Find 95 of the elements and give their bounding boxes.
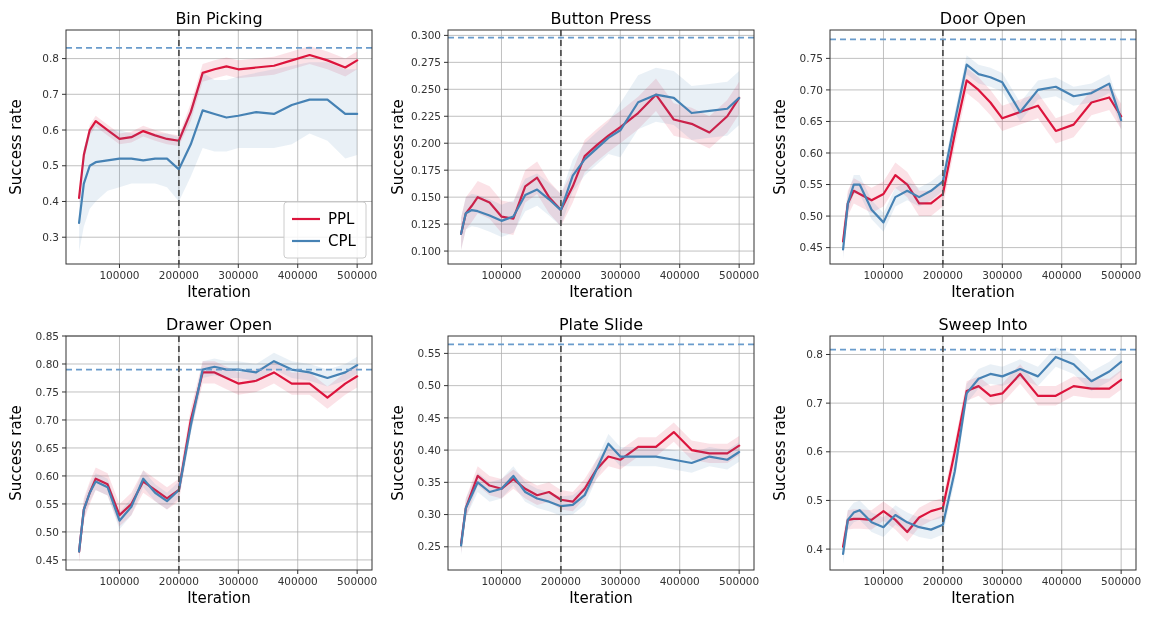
- chart-title: Plate Slide: [558, 315, 644, 334]
- x-tick-label: 400000: [277, 269, 318, 281]
- y-tick-label: 0.275: [410, 56, 441, 69]
- y-tick-label: 0.6: [42, 123, 60, 136]
- y-tick-label: 0.225: [410, 109, 441, 122]
- y-tick-label: 0.175: [410, 163, 441, 176]
- y-axis-title: Success rate: [771, 99, 789, 195]
- x-tick-label: 300000: [218, 269, 259, 281]
- legend-label: CPL: [328, 232, 357, 251]
- chart-title: Bin Picking: [175, 9, 263, 28]
- x-tick-label: 300000: [982, 575, 1023, 587]
- y-tick-label: 0.60: [35, 469, 59, 482]
- y-tick-label: 0.45: [417, 411, 441, 424]
- y-tick-label: 0.50: [799, 209, 823, 222]
- y-tick-label: 0.5: [42, 159, 59, 172]
- x-tick-label: 200000: [922, 575, 963, 587]
- y-tick-label: 0.5: [806, 494, 823, 507]
- chart-title: Sweep Into: [938, 315, 1028, 334]
- y-tick-label: 0.30: [417, 508, 441, 521]
- y-tick-label: 0.7: [42, 87, 59, 100]
- y-tick-label: 0.7: [806, 396, 823, 409]
- x-axis-title: Iteration: [951, 283, 1015, 301]
- x-tick-label: 100000: [99, 269, 140, 281]
- x-tick-label: 500000: [1101, 575, 1142, 587]
- x-tick-label: 100000: [99, 575, 140, 587]
- y-tick-label: 0.70: [35, 413, 59, 426]
- y-tick-label: 0.40: [417, 443, 441, 456]
- y-tick-label: 0.8: [806, 348, 823, 361]
- x-tick-label: 500000: [337, 575, 378, 587]
- y-tick-label: 0.55: [417, 347, 441, 360]
- y-tick-label: 0.70: [799, 83, 823, 96]
- y-axis-title: Success rate: [389, 99, 407, 195]
- y-tick-label: 0.100: [410, 244, 441, 257]
- x-axis-title: Iteration: [569, 589, 633, 607]
- chart-title: Button Press: [550, 9, 652, 28]
- y-axis-title: Success rate: [7, 99, 25, 195]
- x-axis-title: Iteration: [187, 589, 251, 607]
- x-tick-label: 400000: [1041, 575, 1082, 587]
- x-tick-label: 100000: [481, 575, 522, 587]
- x-tick-label: 400000: [659, 575, 700, 587]
- y-tick-label: 0.50: [35, 525, 59, 538]
- x-tick-label: 100000: [863, 575, 904, 587]
- y-tick-label: 0.300: [410, 29, 441, 42]
- y-tick-label: 0.75: [799, 52, 823, 65]
- x-tick-label: 500000: [719, 575, 760, 587]
- x-tick-label: 400000: [1041, 269, 1082, 281]
- y-tick-label: 0.25: [417, 540, 441, 553]
- chart-title: Drawer Open: [165, 315, 273, 334]
- y-tick-label: 0.200: [410, 136, 441, 149]
- x-tick-label: 300000: [600, 575, 641, 587]
- x-tick-label: 200000: [158, 575, 199, 587]
- y-tick-label: 0.55: [35, 497, 59, 510]
- y-tick-label: 0.45: [799, 241, 823, 254]
- x-tick-label: 400000: [659, 269, 700, 281]
- y-tick-label: 0.250: [410, 82, 441, 95]
- x-tick-label: 500000: [719, 269, 760, 281]
- line-series: [77, 98, 359, 225]
- line-series: [459, 93, 741, 235]
- y-tick-label: 0.85: [35, 329, 59, 342]
- x-tick-label: 300000: [218, 575, 259, 587]
- x-tick-label: 200000: [540, 269, 581, 281]
- y-axis-title: Success rate: [771, 405, 789, 501]
- y-tick-label: 0.80: [35, 357, 59, 370]
- chart-title: Door Open: [939, 9, 1027, 28]
- legend-label: PPL: [328, 210, 356, 229]
- y-tick-label: 0.4: [806, 542, 824, 555]
- x-tick-label: 200000: [922, 269, 963, 281]
- x-tick-label: 200000: [540, 575, 581, 587]
- y-tick-label: 0.75: [35, 385, 59, 398]
- y-tick-label: 0.50: [417, 379, 441, 392]
- x-tick-label: 400000: [277, 575, 318, 587]
- y-tick-label: 0.6: [806, 445, 824, 458]
- y-tick-label: 0.3: [42, 230, 59, 243]
- y-tick-label: 0.125: [410, 217, 441, 230]
- y-tick-label: 0.45: [35, 553, 59, 566]
- y-tick-label: 0.150: [410, 190, 441, 203]
- y-tick-label: 0.60: [799, 146, 823, 159]
- y-tick-label: 0.35: [417, 476, 441, 489]
- x-axis-title: Iteration: [951, 589, 1015, 607]
- y-tick-label: 0.65: [799, 115, 823, 128]
- y-tick-label: 0.55: [799, 178, 823, 191]
- y-tick-label: 0.4: [42, 195, 60, 208]
- x-tick-label: 200000: [158, 269, 199, 281]
- y-axis-title: Success rate: [7, 405, 25, 501]
- x-tick-label: 300000: [982, 269, 1023, 281]
- x-tick-label: 300000: [600, 269, 641, 281]
- x-axis-title: Iteration: [569, 283, 633, 301]
- x-tick-label: 500000: [1101, 269, 1142, 281]
- x-tick-label: 100000: [481, 269, 522, 281]
- x-tick-label: 100000: [863, 269, 904, 281]
- y-axis-title: Success rate: [389, 405, 407, 501]
- x-tick-label: 500000: [337, 269, 378, 281]
- y-tick-label: 0.8: [42, 52, 59, 65]
- y-tick-label: 0.65: [35, 441, 59, 454]
- x-axis-title: Iteration: [187, 283, 251, 301]
